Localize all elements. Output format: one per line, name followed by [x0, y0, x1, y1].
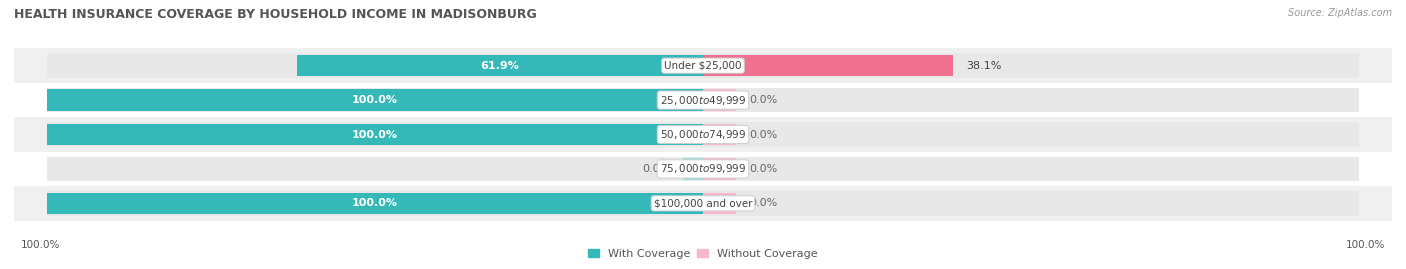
Text: 0.0%: 0.0% [749, 95, 778, 105]
Bar [703, 191, 1360, 216]
Text: 100.0%: 100.0% [21, 240, 60, 250]
Bar [703, 157, 1360, 181]
Text: HEALTH INSURANCE COVERAGE BY HOUSEHOLD INCOME IN MADISONBURG: HEALTH INSURANCE COVERAGE BY HOUSEHOLD I… [14, 8, 537, 21]
Text: 61.9%: 61.9% [481, 61, 519, 71]
Bar [46, 124, 703, 145]
Bar [703, 124, 735, 145]
Text: 100.0%: 100.0% [352, 95, 398, 105]
Text: 38.1%: 38.1% [966, 61, 1001, 71]
Text: 0.0%: 0.0% [749, 164, 778, 174]
Bar [703, 53, 1360, 78]
Text: $25,000 to $49,999: $25,000 to $49,999 [659, 94, 747, 107]
Text: 0.0%: 0.0% [643, 164, 671, 174]
Text: 100.0%: 100.0% [352, 198, 398, 208]
Bar [14, 48, 1392, 83]
Text: Under $25,000: Under $25,000 [664, 61, 742, 71]
Text: Source: ZipAtlas.com: Source: ZipAtlas.com [1288, 8, 1392, 18]
Text: 100.0%: 100.0% [352, 129, 398, 140]
Bar [14, 152, 1392, 186]
Bar [703, 122, 1360, 147]
Text: $75,000 to $99,999: $75,000 to $99,999 [659, 162, 747, 175]
Bar [46, 89, 703, 111]
Bar [683, 158, 703, 180]
Bar [703, 158, 735, 180]
Text: 100.0%: 100.0% [1346, 240, 1385, 250]
Bar [14, 186, 1392, 221]
Bar [14, 83, 1392, 117]
Bar [46, 193, 703, 214]
Text: $100,000 and over: $100,000 and over [654, 198, 752, 208]
Bar [703, 193, 735, 214]
Bar [46, 122, 703, 147]
Text: 0.0%: 0.0% [749, 198, 778, 208]
Bar [703, 88, 1360, 112]
Legend: With Coverage, Without Coverage: With Coverage, Without Coverage [583, 244, 823, 263]
Bar [46, 157, 703, 181]
Bar [14, 117, 1392, 152]
Bar [297, 55, 703, 76]
Bar [703, 55, 953, 76]
Text: 0.0%: 0.0% [749, 129, 778, 140]
Text: $50,000 to $74,999: $50,000 to $74,999 [659, 128, 747, 141]
Bar [46, 88, 703, 112]
Bar [703, 89, 735, 111]
Bar [46, 53, 703, 78]
Bar [46, 191, 703, 216]
